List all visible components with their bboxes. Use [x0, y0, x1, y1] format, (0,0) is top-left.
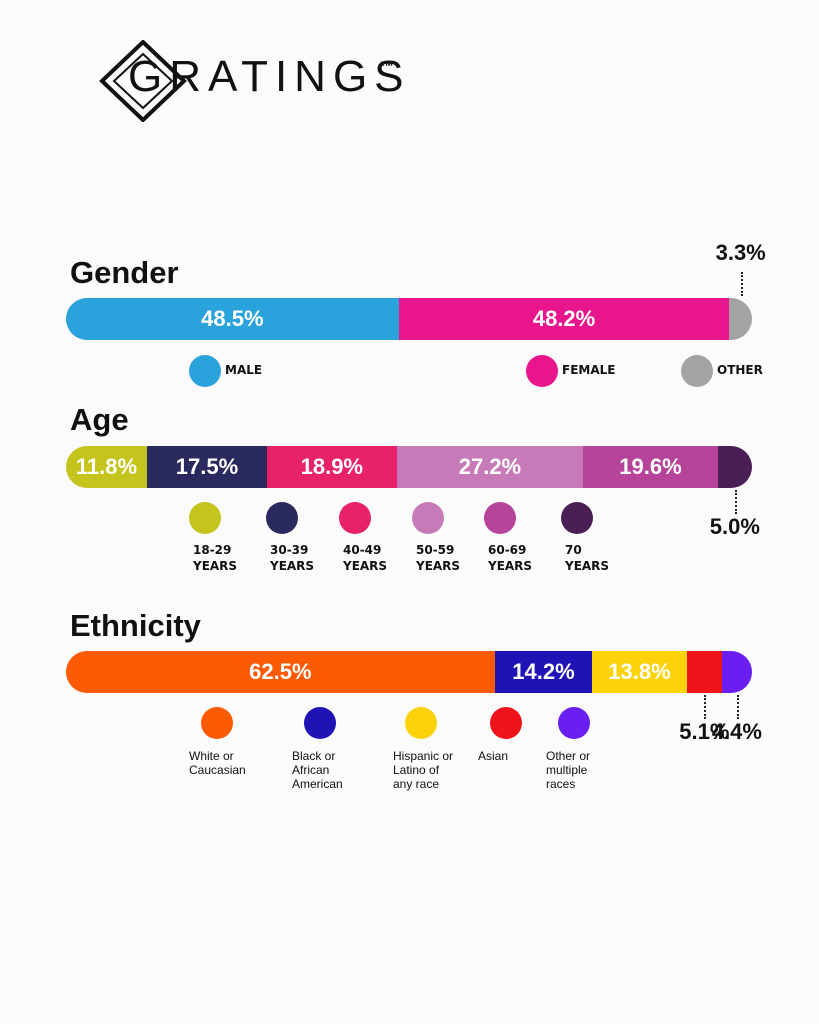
- legend-dot: [681, 355, 713, 387]
- legend-label: MALE: [225, 363, 263, 377]
- value-label: 27.2%: [458, 454, 522, 479]
- value-label: 13.8%: [608, 659, 671, 684]
- trademark: ™: [380, 58, 394, 74]
- value-label: 18.9%: [300, 454, 363, 479]
- bar-segment: [398, 298, 730, 340]
- legend-dot: [189, 355, 221, 387]
- outside-value-label: 5.1%: [679, 719, 730, 744]
- legend-dot: [490, 707, 522, 739]
- legend-dot: [304, 707, 336, 739]
- legend-label: 18-29 YEARS: [193, 543, 238, 573]
- stacked-bar: [66, 298, 752, 340]
- legend-dot: [484, 502, 516, 534]
- legend-dot: [405, 707, 437, 739]
- chart-title: Gender: [70, 255, 179, 290]
- leader-line: [740, 272, 743, 296]
- legend-dot: [561, 502, 593, 534]
- value-label: 48.2%: [532, 306, 596, 331]
- bar-segment: [266, 446, 397, 488]
- bar-segment: [66, 446, 147, 488]
- legend-dot: [339, 502, 371, 534]
- value-label: 17.5%: [175, 454, 239, 479]
- bar-segment: [592, 651, 687, 693]
- bar-segment: [686, 651, 722, 693]
- outside-value-label: 3.3%: [715, 240, 766, 265]
- chart-title: Age: [70, 402, 129, 437]
- outside-value-label: 4.4%: [711, 719, 762, 744]
- leader-line: [736, 695, 739, 719]
- bar-segment: [396, 446, 584, 488]
- bar-segment: [66, 298, 399, 340]
- legend-dot: [558, 707, 590, 739]
- leader-line: [734, 490, 737, 514]
- leader-line: [704, 695, 707, 719]
- bar-segment: [583, 446, 718, 488]
- legend-dot: [201, 707, 233, 739]
- value-label: 62.5%: [249, 659, 312, 684]
- bar-segment: [494, 651, 593, 693]
- legend-label: FEMALE: [562, 363, 616, 377]
- legend-label: White or Caucasian: [189, 749, 246, 777]
- stacked-bar: [66, 446, 752, 488]
- legend-label: Black or African American: [292, 749, 343, 791]
- legend-label: 70 YEARS: [565, 543, 610, 573]
- legend-label: Other or multiple races: [546, 749, 591, 791]
- bar-segment: [729, 298, 752, 340]
- bar-segment: [721, 651, 752, 693]
- legend-dot: [526, 355, 558, 387]
- bar-segment: [66, 651, 495, 693]
- legend-label: OTHER: [717, 363, 763, 377]
- logo-mark: [99, 40, 187, 122]
- stacked-bar: [66, 651, 752, 693]
- value-label: 48.5%: [201, 306, 264, 331]
- legend-label: 30-39 YEARS: [270, 543, 315, 573]
- legend-dot: [412, 502, 444, 534]
- bar-segment: [146, 446, 267, 488]
- outside-value-label: 5.0%: [709, 514, 760, 539]
- logo-text: GRATINGS: [128, 52, 411, 101]
- bar-segment: [717, 446, 752, 488]
- chart-title: Ethnicity: [70, 608, 201, 643]
- legend-dot: [189, 502, 221, 534]
- legend-dot: [266, 502, 298, 534]
- value-label: 14.2%: [512, 659, 575, 684]
- legend-label: 50-59 YEARS: [416, 543, 461, 573]
- legend-label: Asian: [478, 749, 509, 763]
- value-label: 11.8%: [75, 454, 138, 479]
- legend-label: 40-49 YEARS: [343, 543, 388, 573]
- value-label: 19.6%: [619, 454, 682, 479]
- legend-label: 60-69 YEARS: [488, 543, 533, 573]
- legend-label: Hispanic or Latino of any race: [393, 749, 454, 791]
